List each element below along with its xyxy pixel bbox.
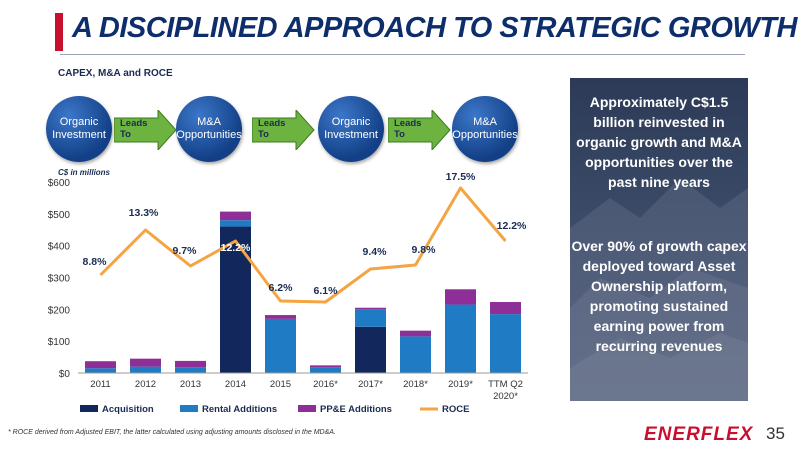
y-tick-label: $100	[48, 337, 71, 348]
capex-roce-chart: $0 $100 $200 $300 $400 $500 $600 2011 2012 2013 20…	[48, 172, 528, 415]
roce-label: 8.8%	[83, 256, 108, 268]
flow-circle-label: M&A Opportunities	[176, 116, 242, 141]
y-tick-label: $600	[48, 178, 71, 189]
bar-acquisition-6	[355, 326, 386, 373]
x-tick-label: 2014	[225, 379, 246, 390]
title-divider	[60, 54, 745, 55]
bar-rental-additions-6	[355, 309, 386, 327]
side-panel-text-1: Approximately C$1.5 billion reinvested i…	[576, 94, 742, 190]
x-tick-label: 2012	[135, 379, 156, 390]
leads-to-arrow-1	[114, 110, 177, 150]
mountain-photo	[570, 178, 748, 401]
bar-pp-e-additions-5	[310, 365, 341, 368]
x-tick-label: 2013	[180, 379, 201, 390]
legend-label: Acquisition	[102, 404, 154, 415]
roce-label: 9.7%	[173, 245, 198, 257]
legend-swatch	[80, 405, 98, 412]
bar-pp-e-additions-4	[265, 315, 296, 319]
roce-label: 17.5%	[446, 172, 476, 183]
roce-label: 9.8%	[412, 244, 437, 256]
flow-circle-ma-1: M&A Opportunities	[176, 96, 242, 162]
leads-to-arrow-3	[388, 110, 451, 150]
legend-swatch	[180, 405, 198, 412]
footnote: * ROCE derived from Adjusted EBIT, the l…	[8, 429, 336, 436]
flow-circle-organic-2: Organic Investment	[318, 96, 384, 162]
bar-pp-e-additions-2	[175, 360, 206, 368]
flow-circle-label: Organic Investment	[52, 116, 106, 141]
x-tick-label: 2011	[90, 379, 110, 390]
chart-subtitle: CAPEX, M&A and ROCE	[58, 68, 173, 79]
title-accent-bar	[55, 13, 63, 51]
bar-rental-additions-1	[130, 366, 161, 373]
bar-acquisition-3	[220, 226, 251, 373]
flow-circle-label: Organic Investment	[324, 116, 378, 141]
roce-label: 13.3%	[129, 207, 159, 219]
bar-pp-e-additions-3	[220, 211, 251, 221]
bar-pp-e-additions-8	[445, 289, 476, 305]
x-tick-label: 2015	[270, 379, 291, 390]
arrow-label: Leads To	[258, 118, 286, 140]
side-panel: Approximately C$1.5 billion reinvested i…	[570, 78, 748, 401]
flow-circle-ma-2: M&A Opportunities	[452, 96, 518, 162]
bar-pp-e-additions-1	[130, 358, 161, 367]
y-tick-label: $200	[48, 305, 71, 316]
roce-label: 12.2%	[221, 242, 251, 254]
bar-rental-additions-0	[85, 368, 116, 373]
roce-label: 6.2%	[269, 282, 294, 294]
legend-label: ROCE	[442, 404, 469, 415]
x-tick-label: 2016*	[313, 379, 338, 390]
flow-circle-label: M&A Opportunities	[452, 116, 518, 141]
roce-label: 12.2%	[497, 220, 527, 232]
bar-rental-additions-7	[400, 336, 431, 373]
y-tick-label: $0	[59, 369, 71, 380]
enerflex-logo: ENERFLEX	[644, 424, 754, 445]
legend-swatch	[298, 405, 316, 412]
bar-pp-e-additions-0	[85, 361, 116, 369]
y-tick-label: $300	[48, 274, 71, 285]
bar-rental-additions-8	[445, 304, 476, 373]
bar-rental-additions-3	[220, 220, 251, 227]
bar-rental-additions-4	[265, 318, 296, 373]
page-number: 35	[766, 424, 785, 443]
side-panel-text-2: Over 90% of growth capex deployed toward…	[571, 238, 747, 354]
x-tick-label: TTM Q2	[488, 379, 523, 390]
x-tick-label: 2020*	[493, 391, 518, 402]
legend-label: Rental Additions	[202, 404, 277, 415]
bar-pp-e-additions-6	[355, 307, 386, 310]
leads-to-arrow-2	[252, 110, 315, 150]
unit-label: C$ in millions	[58, 168, 111, 177]
x-tick-label: 2019*	[448, 379, 473, 390]
legend-label: PP&E Additions	[320, 404, 392, 415]
bar-rental-additions-5	[310, 367, 341, 373]
page-title: A DISCIPLINED APPROACH TO STRATEGIC GROW…	[72, 12, 797, 44]
bar-rental-additions-9	[490, 314, 521, 373]
y-tick-label: $500	[48, 210, 71, 221]
bar-pp-e-additions-7	[400, 330, 431, 337]
bar-rental-additions-2	[175, 367, 206, 373]
x-tick-label: 2017*	[358, 379, 383, 390]
roce-line	[99, 186, 507, 304]
x-tick-label: 2018*	[403, 379, 428, 390]
flow-circle-organic-1: Organic Investment	[46, 96, 112, 162]
bar-pp-e-additions-9	[490, 302, 521, 315]
roce-label: 6.1%	[314, 285, 339, 297]
arrow-label: Leads To	[394, 118, 422, 140]
y-tick-label: $400	[48, 242, 71, 253]
roce-label: 9.4%	[363, 246, 388, 258]
arrow-label: Leads To	[120, 118, 148, 140]
